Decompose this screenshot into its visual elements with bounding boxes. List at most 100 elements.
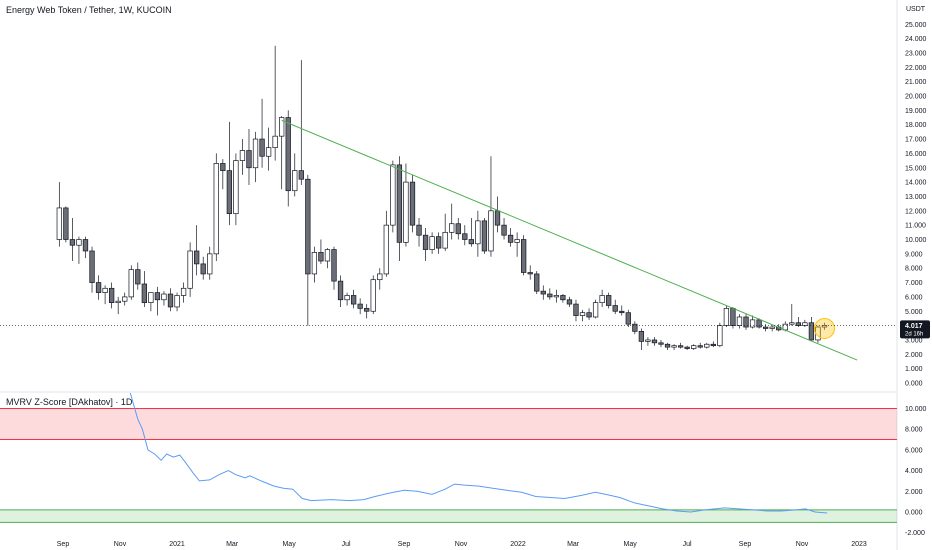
candle — [82, 236, 89, 259]
indicator-tick-label: 6.000 — [905, 447, 923, 454]
last-price-countdown: 2d 16h — [905, 331, 923, 337]
candle — [586, 308, 592, 320]
candle-body — [390, 164, 396, 226]
candle-body — [252, 138, 259, 169]
candle — [697, 342, 703, 349]
candle — [383, 210, 389, 277]
time-tick-label: 2021 — [169, 541, 185, 548]
candle — [632, 321, 638, 335]
trendline — [281, 119, 858, 361]
candle-body — [743, 316, 749, 328]
candle-body — [606, 295, 612, 306]
indicator-tick-label: -2.000 — [905, 530, 925, 537]
candle — [429, 232, 435, 254]
price-tick-label: 0.000 — [905, 381, 923, 388]
candle — [200, 256, 206, 280]
candle — [527, 265, 533, 280]
candle-body — [762, 326, 769, 329]
candle — [769, 325, 775, 332]
candle — [638, 328, 645, 350]
candle — [285, 110, 291, 207]
price-tick-label: 12.000 — [905, 208, 927, 215]
candle-body — [154, 292, 161, 301]
candle — [89, 246, 95, 293]
candle — [252, 131, 259, 183]
candle — [108, 282, 115, 309]
candle-body — [115, 300, 121, 303]
candle-body — [553, 295, 560, 298]
candle — [318, 239, 324, 264]
candle-body — [442, 231, 448, 249]
candle — [573, 299, 579, 322]
candle — [324, 248, 331, 269]
candle-body — [213, 163, 219, 255]
price-tick-label: 25.000 — [905, 22, 927, 29]
candle — [710, 341, 716, 348]
candle — [180, 282, 187, 303]
candle — [135, 262, 141, 290]
candle-body — [161, 293, 167, 301]
candle-body — [265, 147, 272, 157]
candle-body — [422, 234, 429, 250]
candle-body — [187, 250, 193, 289]
candle — [279, 116, 285, 190]
candle-body — [272, 135, 278, 149]
candle-body — [318, 252, 324, 262]
candle-body — [579, 312, 586, 316]
candle-body — [396, 164, 403, 243]
time-tick-label: 2023 — [851, 541, 867, 548]
candle-body — [586, 312, 592, 318]
price-tick-label: 2.000 — [905, 352, 923, 359]
candle-body — [102, 287, 108, 293]
candle — [612, 299, 618, 315]
candle-body — [377, 273, 383, 281]
price-tick-label: 15.000 — [905, 165, 927, 172]
candle-body — [619, 310, 625, 314]
candle-body — [599, 295, 605, 303]
price-tick-label: 23.000 — [905, 50, 927, 57]
candle-body — [370, 279, 376, 312]
price-tick-label: 24.000 — [905, 36, 927, 43]
candle-body — [226, 170, 233, 215]
candle — [658, 339, 664, 348]
candle-body — [298, 170, 304, 180]
indicator-title: MVRV Z-Score [DAkhatov] · 1D — [6, 397, 133, 407]
price-tick-label: 3.000 — [905, 337, 923, 344]
candle-body — [521, 239, 527, 273]
candle — [514, 232, 520, 257]
candle-body — [730, 308, 736, 326]
candle — [579, 309, 586, 322]
price-tick-label: 20.000 — [905, 94, 927, 101]
time-tick-label: May — [282, 541, 296, 548]
main-chart-title: Energy Web Token / Tether, 1W, KUCOIN — [6, 5, 172, 15]
candle-body — [207, 253, 213, 275]
candle-body — [527, 272, 533, 275]
candle — [821, 322, 828, 330]
price-tick-label: 6.000 — [905, 294, 923, 301]
candle — [272, 45, 278, 161]
candle-body — [135, 269, 141, 285]
candle-body — [409, 181, 416, 226]
candle-body — [69, 239, 76, 246]
candle-body — [455, 223, 461, 235]
candle-body — [723, 308, 730, 326]
candle-body — [664, 343, 671, 348]
undervalued-band — [0, 509, 897, 523]
indicator-tick-label: 10.000 — [905, 406, 927, 413]
indicator-tick-label: 4.000 — [905, 468, 923, 475]
candle — [344, 292, 350, 306]
candle-body — [82, 239, 89, 252]
candle — [534, 271, 540, 295]
indicator-axis: -2.000 0.000 2.000 4.000 6.000 8.000 10.000 — [905, 406, 927, 537]
candle — [265, 127, 272, 171]
candle — [521, 235, 527, 276]
time-tick-label: Mar — [226, 541, 239, 548]
candle-body — [488, 210, 494, 252]
candle-body — [808, 322, 815, 341]
candle-body — [174, 295, 180, 308]
candle — [148, 292, 154, 312]
candle — [422, 228, 429, 262]
candle-body — [592, 302, 599, 318]
indicator-tick-label: 2.000 — [905, 489, 923, 496]
